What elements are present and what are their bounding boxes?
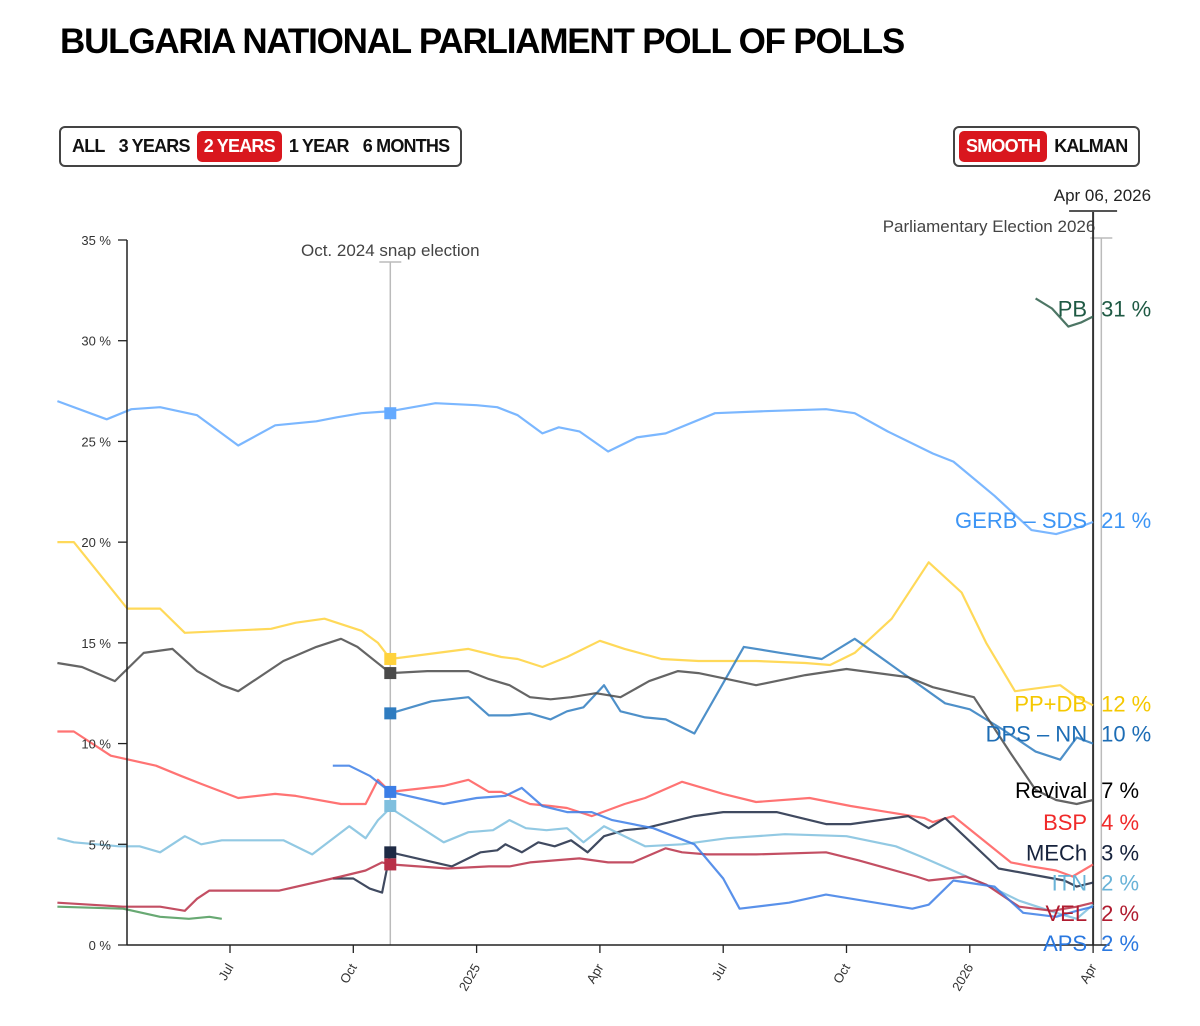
x-tick-label: Jul (215, 961, 236, 983)
series-line-itn[interactable] (57, 806, 1094, 920)
series-line-gerb-sds[interactable] (57, 400, 1094, 536)
series-end-label: PP+DB (1014, 691, 1087, 716)
y-tick-label: 30 % (81, 334, 111, 349)
y-tick-label: 5 % (89, 837, 112, 852)
series-end-value: 10 % (1101, 722, 1151, 747)
election-annotation: Oct. 2024 snap election (301, 241, 480, 260)
y-tick-label: 20 % (81, 535, 111, 550)
series-end-label: PB (1058, 296, 1087, 321)
series-end-value: 3 % (1101, 840, 1139, 865)
range-6-months-button[interactable]: 6 MONTHS (362, 136, 450, 156)
page-title: BULGARIA NATIONAL PARLIAMENT POLL OF POL… (60, 22, 905, 61)
range-2-years-button[interactable]: 2 YEARS (196, 131, 282, 162)
series-end-label: ITN (1052, 871, 1087, 896)
series-line-revival[interactable] (57, 637, 1094, 806)
x-tick-label: Oct (830, 961, 853, 986)
series-end-label: DPS – NN (986, 722, 1087, 747)
range-1-year-button[interactable]: 1 YEAR (288, 136, 350, 156)
series-end-label: BSP (1043, 810, 1087, 835)
series-line-vel[interactable] (57, 847, 1094, 912)
series-line-bsp[interactable] (57, 730, 1094, 878)
election-result-marker[interactable] (384, 785, 397, 798)
election-result-marker[interactable] (384, 407, 397, 420)
series-end-value: 7 % (1101, 778, 1139, 803)
series-end-value: 12 % (1101, 691, 1151, 716)
series-end-value: 4 % (1101, 810, 1139, 835)
series-end-value: 2 % (1101, 931, 1139, 956)
series-end-label: APS (1043, 931, 1087, 956)
series-line-other-green[interactable] (57, 905, 222, 920)
smooth-mode-button[interactable]: SMOOTH (959, 131, 1048, 162)
election-annotation: Parliamentary Election 2026 (883, 217, 1096, 236)
series-line-mech[interactable] (332, 810, 1094, 894)
x-tick-label: Jul (708, 961, 729, 983)
y-tick-label: 25 % (81, 434, 111, 449)
x-tick-label: 2025 (456, 961, 483, 994)
y-tick-label: 35 % (81, 233, 111, 248)
x-tick-label: Apr (583, 960, 606, 986)
range-3-years-button[interactable]: 3 YEARS (118, 136, 191, 156)
time-range-selector: ALL 3 YEARS 2 YEARS 1 YEAR 6 MONTHS (59, 126, 463, 167)
series-end-value: 21 % (1101, 508, 1151, 533)
series-end-value: 2 % (1101, 871, 1139, 896)
series-line-dps-nn[interactable] (389, 637, 1094, 761)
series-end-value: 2 % (1101, 901, 1139, 926)
y-tick-label: 10 % (81, 737, 111, 752)
y-tick-label: 0 % (89, 938, 112, 953)
range-all-button[interactable]: ALL (72, 136, 105, 156)
series-end-label: GERB – SDS (955, 508, 1087, 533)
series-end-value: 31 % (1101, 296, 1151, 321)
election-result-marker[interactable] (384, 800, 397, 813)
series-line-pp-db[interactable] (57, 540, 1094, 707)
election-result-marker[interactable] (384, 846, 397, 859)
election-result-marker[interactable] (384, 652, 397, 665)
election-result-marker[interactable] (384, 858, 397, 871)
election-result-marker[interactable] (384, 667, 397, 680)
cursor-date-label: Apr 06, 2026 (1054, 186, 1151, 205)
kalman-mode-button[interactable]: KALMAN (1054, 136, 1128, 156)
y-tick-label: 15 % (81, 636, 111, 651)
series-line-pb[interactable] (1035, 297, 1094, 328)
x-tick-label: 2026 (949, 961, 976, 994)
election-result-marker[interactable] (384, 707, 397, 720)
smoothing-mode-selector: SMOOTH KALMAN (953, 126, 1141, 167)
series-end-label: VEL (1046, 901, 1088, 926)
x-tick-label: Apr (1077, 960, 1100, 986)
series-line-aps[interactable] (332, 764, 1094, 918)
x-tick-label: Oct (337, 961, 360, 986)
series-end-label: MECh (1026, 840, 1087, 865)
series-end-label: Revival (1015, 778, 1087, 803)
